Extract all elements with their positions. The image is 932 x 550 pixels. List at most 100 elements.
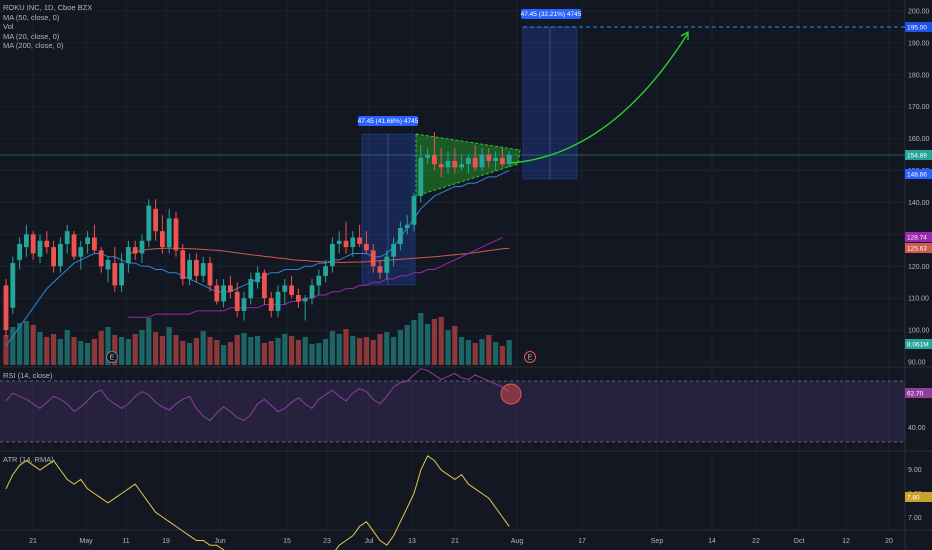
candle bbox=[323, 259, 328, 283]
axis-tags: 195.00 154.89 148.66 128.74 125.63 8.061M 62.7… bbox=[905, 22, 932, 502]
time-tick: 21 bbox=[29, 538, 37, 545]
volume-bar bbox=[248, 337, 254, 365]
candle bbox=[316, 269, 322, 295]
candle-body bbox=[268, 298, 274, 311]
atr-line bbox=[5, 455, 510, 550]
candle bbox=[500, 148, 505, 168]
candle-body bbox=[139, 240, 145, 254]
time-tick: Sep bbox=[651, 538, 664, 545]
candle bbox=[459, 154, 464, 171]
time-tick: Jun bbox=[214, 538, 225, 545]
candle-body bbox=[64, 231, 70, 244]
ma50-line bbox=[128, 247, 510, 263]
target-label-bg bbox=[521, 9, 581, 19]
volume-bar bbox=[221, 345, 227, 365]
candle bbox=[289, 275, 294, 299]
earnings-marker bbox=[524, 351, 536, 363]
volume-bar bbox=[472, 343, 478, 365]
candle-body bbox=[10, 263, 16, 308]
price-tick: 120.00 bbox=[908, 264, 930, 271]
candle bbox=[214, 279, 220, 305]
candle-body bbox=[472, 157, 478, 168]
candle bbox=[350, 231, 356, 257]
ma50-tag: 125.63 bbox=[907, 245, 927, 252]
candle bbox=[336, 231, 342, 254]
candle-body bbox=[289, 285, 294, 295]
volume-bar bbox=[23, 321, 29, 365]
candle-body bbox=[51, 247, 56, 267]
candle bbox=[221, 279, 226, 308]
volume-bar bbox=[119, 337, 125, 365]
time-tick: 22 bbox=[752, 538, 760, 545]
volume-bar bbox=[227, 342, 233, 365]
price-tick: 100.00 bbox=[908, 328, 930, 335]
candle-body bbox=[92, 237, 97, 251]
volume-bar bbox=[30, 325, 36, 365]
candle-body bbox=[343, 240, 349, 248]
volume-bar bbox=[493, 342, 499, 365]
candle-body bbox=[316, 275, 322, 286]
candle bbox=[17, 237, 22, 270]
candle-body bbox=[241, 298, 247, 311]
volume-bar bbox=[357, 338, 363, 365]
rsi-pane-label: RSI (14, close) bbox=[3, 371, 53, 380]
target-tag-bg bbox=[905, 22, 932, 32]
time-tick: 19 bbox=[162, 538, 170, 545]
candle bbox=[92, 224, 97, 254]
price-tag: 154.89 bbox=[907, 152, 927, 159]
legend-line-ma20: MA (20, close, 0) bbox=[3, 31, 60, 41]
candle bbox=[330, 237, 335, 273]
candle-body bbox=[146, 205, 152, 241]
candle-body bbox=[180, 250, 186, 280]
legend-line-vol: Vol bbox=[3, 22, 14, 31]
chart-legend: ROKU INC, 1D, Cboe BZX MA (50, close, 0)… bbox=[3, 3, 92, 51]
volume-bar bbox=[193, 338, 199, 365]
volume-bar bbox=[17, 323, 23, 365]
candle-body bbox=[105, 259, 111, 270]
volume-bar bbox=[153, 332, 159, 365]
candle-body bbox=[228, 285, 233, 292]
projection-boxes bbox=[361, 26, 905, 286]
box-low-tag: 148.66 bbox=[907, 171, 927, 178]
volume-bar bbox=[397, 330, 403, 365]
volume-bar bbox=[486, 335, 492, 365]
candle bbox=[228, 275, 233, 299]
target-label: 47.45 (32.21%) 4745 bbox=[521, 11, 582, 18]
candle bbox=[24, 224, 29, 257]
candle-body bbox=[30, 234, 36, 254]
time-tick: 21 bbox=[451, 538, 459, 545]
volume-bar bbox=[78, 341, 84, 365]
candle bbox=[370, 243, 376, 273]
volume-bar bbox=[51, 334, 57, 365]
time-tick: 12 bbox=[842, 538, 850, 545]
atr-tag: 7.80 bbox=[907, 494, 920, 501]
candle bbox=[112, 247, 118, 292]
volume-bar bbox=[200, 331, 206, 365]
candle bbox=[194, 253, 199, 283]
time-tick: 13 bbox=[408, 538, 416, 545]
time-tick: 14 bbox=[708, 538, 716, 545]
candle-body bbox=[37, 240, 43, 257]
volume-bar bbox=[329, 331, 335, 365]
candle-body bbox=[391, 243, 396, 257]
volume-bar bbox=[336, 334, 342, 365]
candle-body bbox=[166, 218, 172, 248]
atr-pane bbox=[5, 455, 510, 550]
ma50-tag-bg bbox=[905, 243, 932, 253]
candle-body bbox=[411, 196, 417, 225]
candle-body bbox=[452, 160, 458, 168]
price-tick: 110.00 bbox=[908, 296, 929, 303]
projection-arrow[interactable] bbox=[509, 32, 689, 164]
candle bbox=[37, 234, 43, 264]
volume-bar bbox=[261, 343, 267, 365]
volume-bar bbox=[241, 333, 247, 365]
candle-body bbox=[221, 285, 226, 302]
volume-bar bbox=[166, 327, 172, 365]
volume-bar bbox=[445, 330, 451, 365]
volume-bar bbox=[343, 329, 349, 365]
candle-body bbox=[44, 240, 50, 248]
time-tick: Aug bbox=[511, 538, 524, 545]
candle-body bbox=[466, 157, 471, 165]
